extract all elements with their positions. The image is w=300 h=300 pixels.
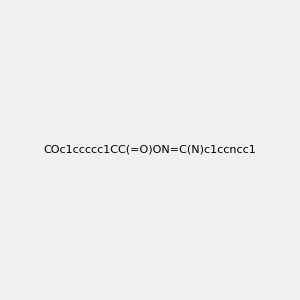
Text: COc1ccccc1CC(=O)ON=C(N)c1ccncc1: COc1ccccc1CC(=O)ON=C(N)c1ccncc1 bbox=[44, 145, 256, 155]
